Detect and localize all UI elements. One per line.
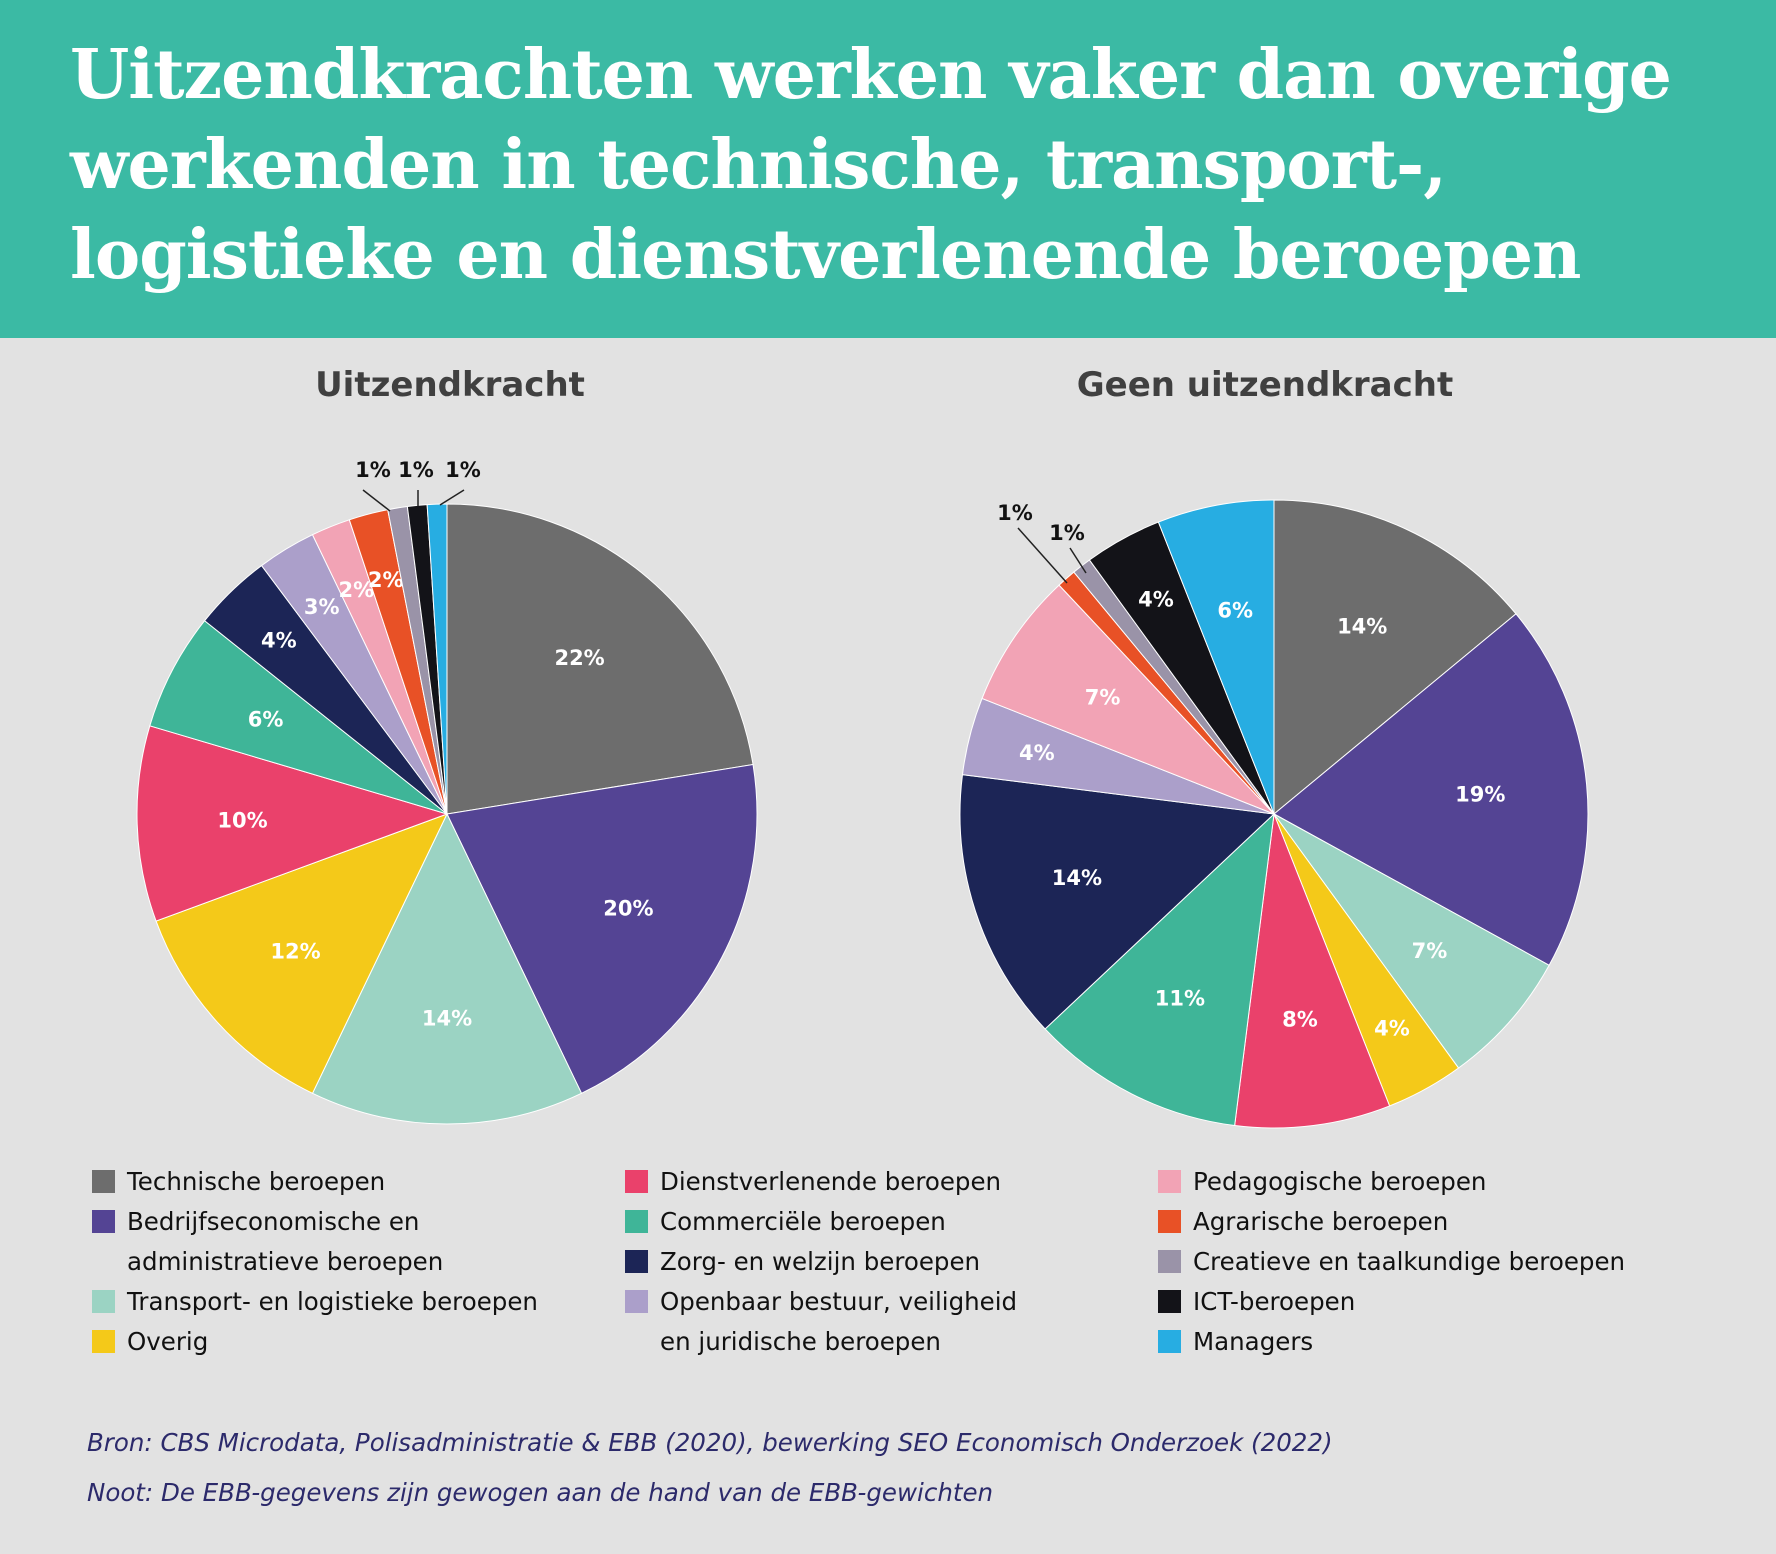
legend-swatch: [1158, 1210, 1181, 1233]
legend-swatch: [625, 1210, 648, 1233]
title-banner: Uitzendkrachten werken vaker dan overige…: [0, 0, 1776, 338]
weighting-note: Noot: De EBB-gegevens zijn gewogen aan d…: [87, 1478, 994, 1507]
source-note: Bron: CBS Microdata, Polisadministratie …: [87, 1428, 1333, 1457]
legend-item-zorg-en-welzijn-beroepen: Zorg- en welzijn beroepen: [625, 1242, 980, 1282]
data-label-geen-uitzendkracht-ict-beroepen: 4%: [1138, 587, 1174, 611]
legend-label: Zorg- en welzijn beroepen: [660, 1247, 981, 1276]
data-label-geen-uitzendkracht-managers: 6%: [1217, 598, 1253, 622]
legend-item-technische-beroepen: Technische beroepen: [92, 1162, 385, 1202]
legend-item-transport-en-logistieke-beroepen: Transport- en logistieke beroepen: [92, 1282, 538, 1322]
leader-line-uitzendkracht-creatieve-en-taalkundige-beroepen: [362, 489, 391, 512]
data-label-uitzendkracht-openbaar-bestuur-veiligheid-en-juridische-beroepen: 3%: [304, 595, 340, 619]
slice-geen-uitzendkracht-managers: [1157, 499, 1275, 815]
data-label-geen-uitzendkracht-commerciele-beroepen: 11%: [1155, 987, 1205, 1011]
data-label-uitzendkracht-ict-beroepen: 1%: [398, 458, 434, 482]
page-title: Uitzendkrachten werken vaker dan overige…: [70, 35, 1672, 295]
pie-uitzendkracht: 22%20%14%12%10%6%4%3%2%2%1% 1% 1%: [136, 458, 758, 1125]
slice-uitzendkracht-technische-beroepen: [446, 503, 754, 815]
legend-item-overig: Overig: [92, 1322, 208, 1362]
data-label-geen-uitzendkracht-dienstverlenende-beroepen: 8%: [1282, 1008, 1318, 1032]
legend-item-openbaar-bestuur-veiligheid-en-juridische-beroepen: Openbaar bestuur, veiligheid en juridisc…: [625, 1282, 1017, 1362]
legend-label: ICT-beroepen: [1193, 1287, 1356, 1316]
chart-title-geen-uitzendkracht: Geen uitzendkracht: [1076, 365, 1454, 405]
data-label-geen-uitzendkracht-technische-beroepen: 14%: [1337, 615, 1387, 639]
legend-label: Openbaar bestuur, veiligheid en juridisc…: [660, 1287, 1018, 1356]
legend-label: Overig: [127, 1327, 209, 1356]
legend-label: Creatieve en taalkundige beroepen: [1193, 1247, 1626, 1276]
data-label-uitzendkracht-transport-en-logistieke-beroepen: 14%: [422, 1007, 472, 1031]
legend-label: Dienstverlenende beroepen: [660, 1167, 1002, 1196]
legend-swatch: [92, 1330, 115, 1353]
data-label-geen-uitzendkracht-openbaar-bestuur-veiligheid-en-juridische-beroepen: 4%: [1019, 741, 1055, 765]
legend-item-commerciele-beroepen: Commerciële beroepen: [625, 1202, 946, 1242]
leader-line-uitzendkracht-managers: [439, 489, 465, 506]
chart-title-uitzendkracht: Uitzendkracht: [315, 365, 585, 405]
data-label-uitzendkracht-managers: 1%: [445, 458, 481, 482]
legend-label: Transport- en logistieke beroepen: [127, 1287, 538, 1316]
legend-item-dienstverlenende-beroepen: Dienstverlenende beroepen: [625, 1162, 1001, 1202]
slice-uitzendkracht-bedrijfseconomische-en-administratieve-beroepen: [446, 763, 758, 1094]
slice-uitzendkracht-managers: [426, 503, 448, 815]
legend-swatch: [625, 1290, 648, 1313]
slice-uitzendkracht-transport-en-logistieke-beroepen: [311, 812, 583, 1125]
legend-label: Bedrijfseconomische en administratieve b…: [127, 1207, 444, 1276]
slice-geen-uitzendkracht-transport-en-logistieke-beroepen: [1273, 813, 1550, 1069]
slice-uitzendkracht-commerciele-beroepen: [149, 620, 448, 815]
data-label-uitzendkracht-pedagogische-beroepen: 2%: [338, 578, 374, 602]
legend-item-bedrijfseconomische-en-administratieve-beroepen: Bedrijfseconomische en administratieve b…: [92, 1202, 443, 1282]
leader-line-geen-uitzendkracht-creatieve-en-taalkundige-beroepen: [1069, 547, 1087, 574]
slice-geen-uitzendkracht-technische-beroepen: [1273, 499, 1517, 816]
legend-label: Agrarische beroepen: [1193, 1207, 1449, 1236]
leader-line-geen-uitzendkracht-agrarische-beroepen: [1017, 527, 1068, 584]
slice-geen-uitzendkracht-bedrijfseconomische-en-administratieve-beroepen: [1273, 613, 1589, 966]
legend-item-pedagogische-beroepen: Pedagogische beroepen: [1158, 1162, 1486, 1202]
legend-swatch: [92, 1210, 115, 1233]
legend-swatch: [92, 1170, 115, 1193]
data-label-geen-uitzendkracht-bedrijfseconomische-en-administratieve-beroepen: 19%: [1455, 783, 1505, 807]
data-label-uitzendkracht-agrarische-beroepen: 2%: [368, 568, 404, 592]
legend-label: Managers: [1193, 1327, 1314, 1356]
data-label-geen-uitzendkracht-zorg-en-welzijn-beroepen: 14%: [1052, 866, 1102, 890]
data-label-uitzendkracht-bedrijfseconomische-en-administratieve-beroepen: 20%: [603, 897, 653, 921]
legend-label: Commerciële beroepen: [660, 1207, 946, 1236]
legend-item-creatieve-en-taalkundige-beroepen: Creatieve en taalkundige beroepen: [1158, 1242, 1625, 1282]
legend-item-managers: Managers: [1158, 1322, 1313, 1362]
legend-swatch: [1158, 1330, 1181, 1353]
pie-geen-uitzendkracht: 14% 19% 7% 4% 8% 11% 14% 4% 7% 1% 1% 4% 6%: [959, 499, 1589, 1129]
data-label-uitzendkracht-commerciele-beroepen: 6%: [248, 707, 284, 731]
slice-geen-uitzendkracht-pedagogische-beroepen: [981, 584, 1275, 815]
data-label-geen-uitzendkracht-pedagogische-beroepen: 7%: [1085, 686, 1121, 710]
legend-label: Pedagogische beroepen: [1193, 1167, 1487, 1196]
slice-uitzendkracht-overig: [155, 813, 448, 1094]
data-label-geen-uitzendkracht-creatieve-en-taalkundige-beroepen: 1%: [1049, 521, 1085, 545]
legend-swatch: [625, 1250, 648, 1273]
data-label-uitzendkracht-zorg-en-welzijn-beroepen: 4%: [261, 628, 297, 652]
data-label-geen-uitzendkracht-overig: 4%: [1374, 1017, 1410, 1041]
data-label-uitzendkracht-technische-beroepen: 22%: [554, 646, 604, 670]
data-label-uitzendkracht-dienstverlenende-beroepen: 10%: [217, 809, 267, 833]
legend-swatch: [1158, 1170, 1181, 1193]
legend-label: Technische beroepen: [127, 1167, 386, 1196]
data-label-uitzendkracht-overig: 12%: [270, 940, 320, 964]
legend-swatch: [625, 1170, 648, 1193]
legend-swatch: [1158, 1250, 1181, 1273]
data-label-geen-uitzendkracht-transport-en-logistieke-beroepen: 7%: [1412, 939, 1448, 963]
data-label-geen-uitzendkracht-agrarische-beroepen: 1%: [997, 501, 1033, 525]
legend-swatch: [1158, 1290, 1181, 1313]
slice-geen-uitzendkracht-dienstverlenende-beroepen: [1234, 813, 1391, 1129]
legend-item-agrarische-beroepen: Agrarische beroepen: [1158, 1202, 1448, 1242]
data-label-uitzendkracht-creatieve-en-taalkundige-beroepen: 1%: [355, 458, 391, 482]
slice-geen-uitzendkracht-commerciele-beroepen: [1044, 812, 1275, 1127]
slice-geen-uitzendkracht-zorg-en-welzijn-beroepen: [959, 774, 1276, 1030]
legend-swatch: [92, 1290, 115, 1313]
legend-item-ict-beroepen: ICT-beroepen: [1158, 1282, 1355, 1322]
slice-uitzendkracht-dienstverlenende-beroepen: [136, 725, 449, 922]
